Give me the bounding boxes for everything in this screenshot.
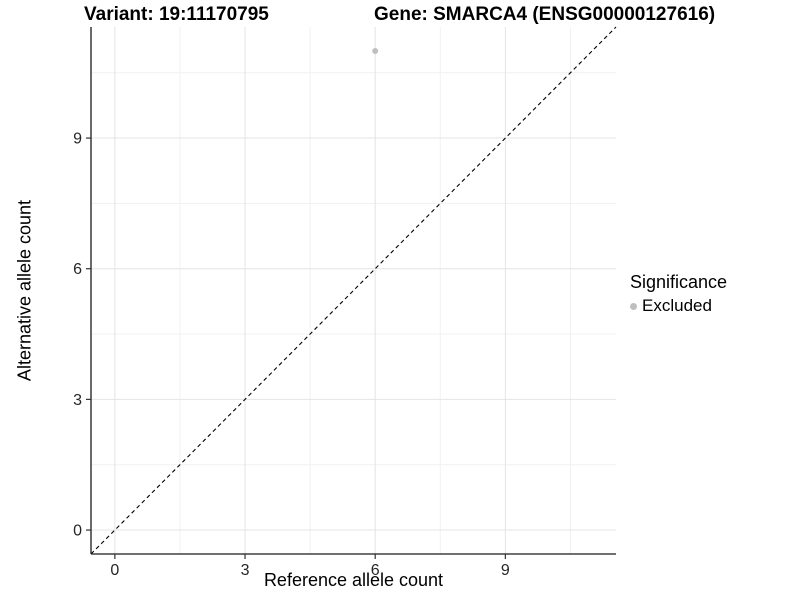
x-tick-label: 3 [241, 562, 250, 579]
x-tick-label: 6 [371, 562, 380, 579]
plot-title-gene: Gene: SMARCA4 (ENSG00000127616) [374, 4, 716, 25]
legend-item-label: Excluded [642, 296, 712, 315]
data-point [372, 47, 379, 54]
x-tick-label: 9 [501, 562, 510, 579]
y-tick-label: 0 [73, 523, 82, 540]
legend: Significance Excluded [630, 272, 727, 316]
x-axis-label: Reference allele count [263, 570, 444, 590]
identity-dashed-line [90, 26, 617, 555]
plot-title-variant: Variant: 19:11170795 [84, 4, 269, 25]
y-tick-label: 3 [73, 392, 82, 409]
y-axis-label: Alternative allele count [14, 199, 35, 382]
legend-item-excluded: Excluded [630, 296, 727, 316]
legend-point-icon [630, 302, 637, 310]
x-tick-label: 0 [110, 562, 119, 579]
y-tick-label: 6 [73, 261, 82, 278]
y-tick-label: 9 [73, 131, 82, 148]
legend-title: Significance [630, 272, 728, 292]
